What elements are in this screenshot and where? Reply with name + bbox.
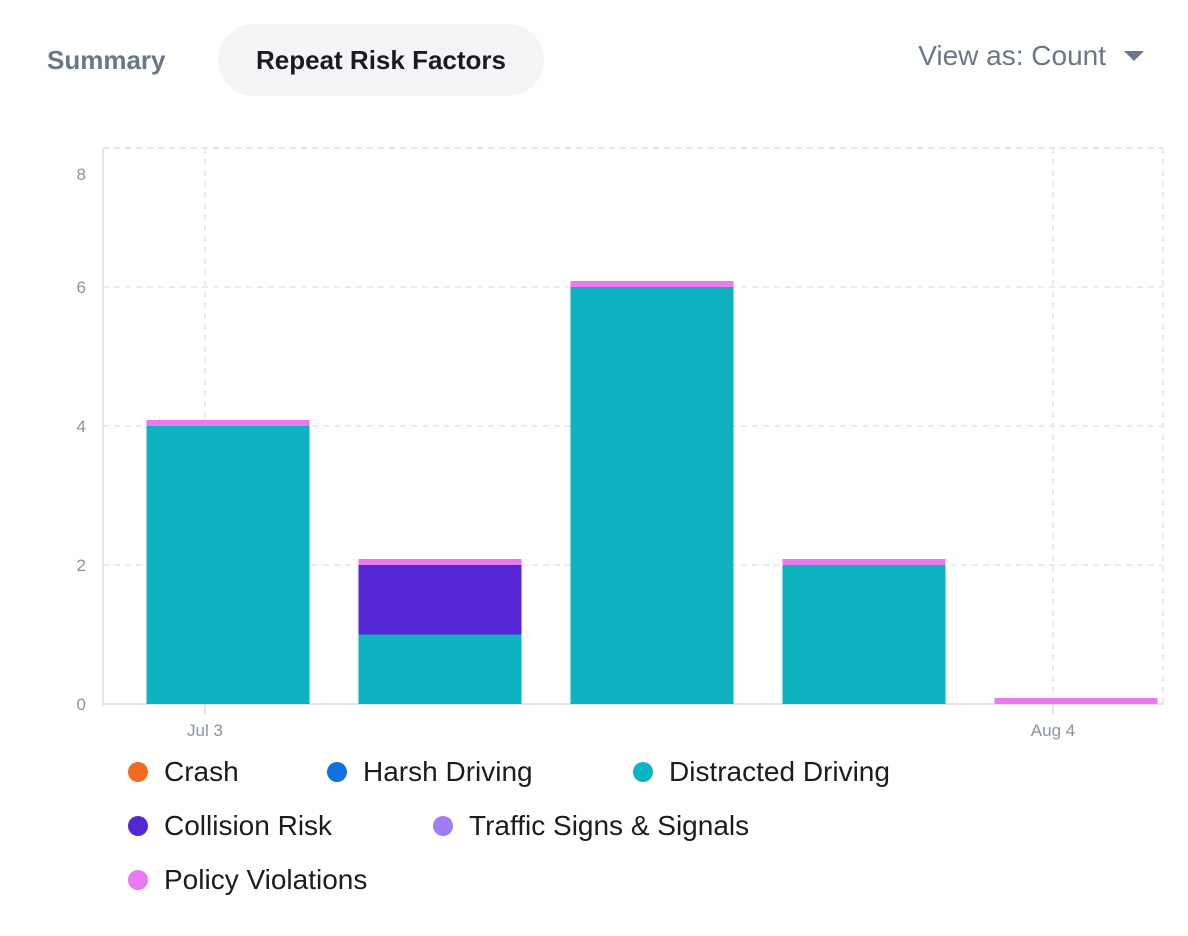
legend-item[interactable]: Policy Violations [128,864,367,896]
bar-segment-distracted-driving [358,634,522,704]
legend-label: Harsh Driving [363,756,533,787]
bar-segment-collision-risk [358,565,522,635]
bar-segment-policy-violations [782,559,946,565]
y-tick-label: 4 [77,417,86,436]
legend-item[interactable]: Harsh Driving [327,756,533,788]
bar-segment-distracted-driving [570,287,734,704]
legend-dot-icon [128,870,148,890]
tab-repeat-risk-factors[interactable]: Repeat Risk Factors [218,24,544,96]
tab-summary[interactable]: Summary [47,45,166,75]
legend-label: Policy Violations [164,864,368,895]
x-tick-label: Aug 4 [1031,721,1075,740]
legend-dot-icon [433,816,453,836]
legend-label: Traffic Signs & Signals [469,810,750,841]
legend-dot-icon [128,816,148,836]
y-tick-label: 8 [77,165,86,184]
bar-segment-policy-violations [994,698,1158,704]
legend-dot-icon [633,762,653,782]
view-as-dropdown[interactable]: View as: Count [918,40,1144,72]
legend-label: Crash [164,756,239,787]
legend-item[interactable]: Crash [128,756,239,788]
bar-segment-policy-violations [146,420,310,426]
bar-segment-distracted-driving [146,426,310,704]
bar-segment-policy-violations [570,281,734,287]
y-tick-label: 2 [77,556,86,575]
view-as-label: View as: Count [918,40,1106,71]
legend-label: Collision Risk [164,810,333,841]
bar-segment-policy-violations [358,559,522,565]
caret-down-icon [1124,51,1144,61]
legend-label: Distracted Driving [669,756,890,787]
stacked-bar-chart: 0 2 4 6 8 Jul 3 Aug 4 [77,147,1164,740]
legend-dot-icon [128,762,148,782]
legend-dot-icon [327,762,347,782]
legend-item[interactable]: Distracted Driving [633,756,890,788]
y-tick-label: 6 [77,278,86,297]
legend-item[interactable]: Collision Risk [128,810,332,842]
y-tick-label: 0 [77,695,86,714]
legend-item[interactable]: Traffic Signs & Signals [433,810,749,842]
bar-segment-distracted-driving [782,565,946,704]
x-tick-label: Jul 3 [187,721,223,740]
